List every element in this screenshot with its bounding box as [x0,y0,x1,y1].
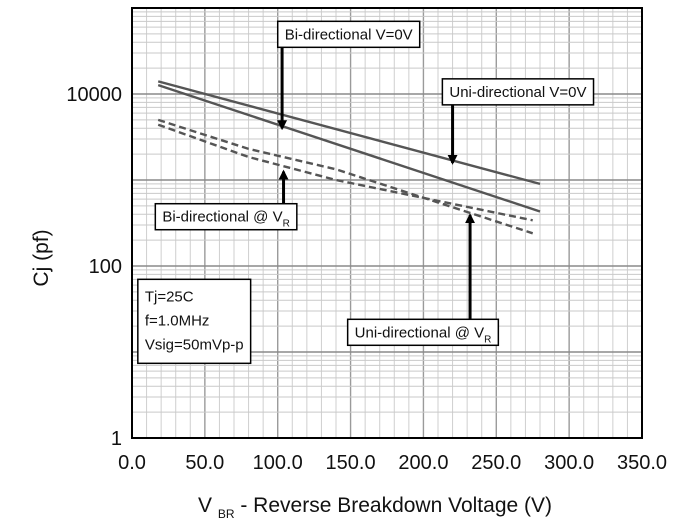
annotation-label-main: Uni-directional V=0V [449,84,586,101]
x-axis-title: V BR - Reverse Breakdown Voltage (V) [198,494,552,522]
x-tick-label: 150.0 [326,452,376,474]
annotation-label-sub: R [484,334,491,345]
series-line-4 [157,123,533,222]
x-tick-label: 350.0 [617,452,667,474]
x-tick-label: 200.0 [398,452,448,474]
annotation-uni-v0: Uni-directional V=0V [441,78,595,165]
x-tick-label: 0.0 [118,452,146,474]
annotation-label: Uni-directional @ VR [355,324,492,345]
condition-text: Vsig=50mVp-p [145,336,244,353]
condition-text: Tj=25C [145,288,194,305]
annotations: Bi-directional V=0V Uni-directional V=0V B… [154,20,595,347]
y-axis-title: Cj (pf) [30,229,53,286]
x-axis-title-sub: BR [218,507,235,521]
annotation-label: Bi-directional V=0V [285,26,413,43]
plot-frame [131,7,643,439]
annotation-uni-vr: Uni-directional @ VR [346,213,500,347]
series-group [157,80,541,235]
x-tick-label: 100.0 [253,452,303,474]
condition-text: f=1.0MHz [145,312,210,329]
annotation-label: Uni-directional V=0V [449,84,586,101]
annotation-bi-vr: Bi-directional @ VR [154,169,298,231]
conditions-frame [137,278,252,365]
annotation-label-main: Bi-directional @ V [162,209,282,226]
annotation-label-main: Bi-directional V=0V [285,26,413,43]
y-tick-label: 1 [111,428,122,450]
conditions-box: Tj=25C f=1.0MHz Vsig=50mVp-p [137,278,252,365]
x-tick-label: 50.0 [185,452,224,474]
series-line-2 [157,80,541,186]
annotation-bi-v0: Bi-directional V=0V [276,20,421,131]
annotation-box [154,202,298,231]
annotation-box [441,78,595,106]
annotation-box [346,318,500,347]
annotation-label: Bi-directional @ VR [162,209,290,230]
x-axis-title-main: V [198,494,212,517]
x-tick-label: 300.0 [544,452,594,474]
y-tick-label: 10000 [66,84,122,106]
x-axis-title-rest: - Reverse Breakdown Voltage (V) [240,494,552,517]
x-tick-label: 250.0 [471,452,521,474]
annotation-label-sub: R [283,219,290,230]
series-line-1 [157,83,541,213]
tick-labels: 0.0 50.0 100.0 150.0 200.0 250.0 300.0 350.0 1 10… [66,84,667,474]
annotation-box [276,20,421,49]
annotation-label-main: Uni-directional @ V [355,324,484,341]
y-tick-label: 100 [89,256,122,278]
